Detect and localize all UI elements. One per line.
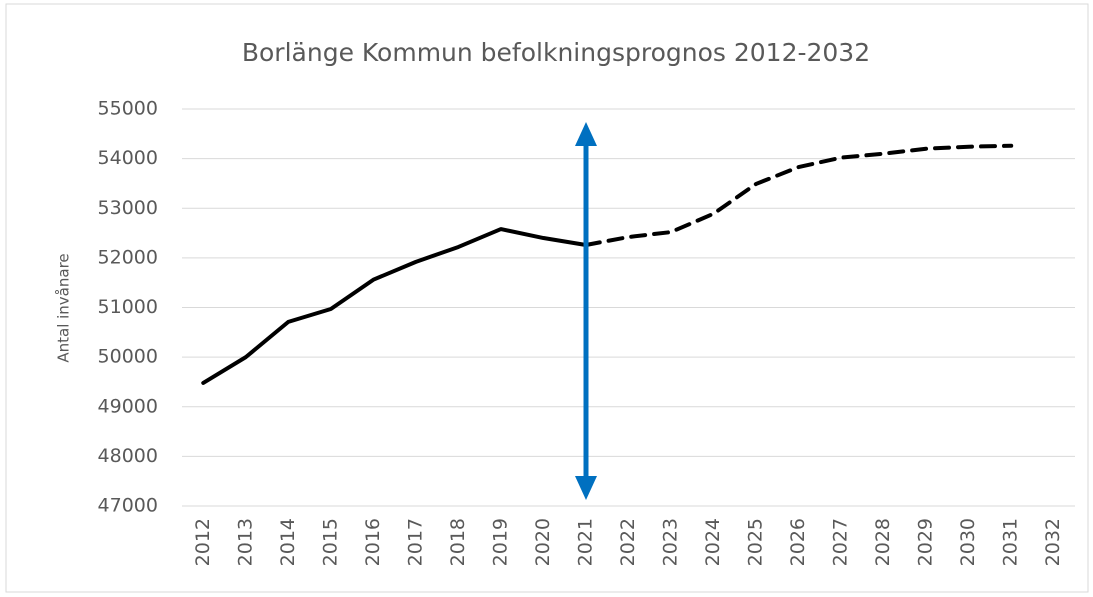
x-tick-label: 2031 <box>1000 518 1022 566</box>
x-tick-label: 2029 <box>915 518 937 566</box>
chart-title: Borlänge Kommun befolkningsprognos 2012-… <box>242 38 870 67</box>
x-tick-label: 2032 <box>1042 518 1064 566</box>
arrow-head-bottom <box>575 476 597 500</box>
plot-area: 47000 48000 49000 50000 51000 52000 53000 54000… <box>98 98 1075 566</box>
y-tick-label: 55000 <box>98 98 158 120</box>
x-tick-label: 2019 <box>489 518 511 566</box>
x-tick-label: 2025 <box>745 518 767 566</box>
y-tick-label: 49000 <box>98 395 158 417</box>
divider-arrow <box>575 122 597 500</box>
x-tick-label: 2030 <box>957 518 979 566</box>
x-tick-label: 2024 <box>702 518 724 566</box>
y-tick-label: 53000 <box>98 197 158 219</box>
arrow-head-top <box>575 122 597 146</box>
x-tick-label: 2022 <box>617 518 639 566</box>
x-tick-label: 2018 <box>447 518 469 566</box>
x-tick-label: 2014 <box>277 518 299 566</box>
x-tick-label: 2020 <box>532 518 554 566</box>
chart-frame <box>5 3 1089 593</box>
x-tick-label: 2012 <box>192 518 214 566</box>
x-tick-label: 2015 <box>319 518 341 566</box>
x-tick-label: 2016 <box>362 518 384 566</box>
y-axis-label: Antal invånare <box>55 253 73 362</box>
x-tick-label: 2013 <box>234 518 256 566</box>
x-tick-label: 2021 <box>574 518 596 566</box>
y-tick-label: 51000 <box>98 296 158 318</box>
x-tick-label: 2026 <box>787 518 809 566</box>
line-series <box>583 143 1014 247</box>
y-tick-label: 52000 <box>98 246 158 268</box>
line-series <box>201 227 588 385</box>
y-tick-label: 54000 <box>98 147 158 169</box>
x-tick-label: 2017 <box>404 518 426 566</box>
x-tick-label: 2027 <box>830 518 852 566</box>
x-tick-label: 2028 <box>872 518 894 566</box>
x-tick-label: 2023 <box>660 518 682 566</box>
y-tick-label: 48000 <box>98 445 158 467</box>
y-tick-label: 50000 <box>98 346 158 368</box>
y-tick-label: 47000 <box>98 495 158 517</box>
